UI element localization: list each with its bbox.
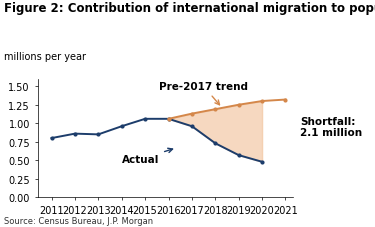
- Text: Actual: Actual: [122, 149, 172, 165]
- Text: Pre-2017 trend: Pre-2017 trend: [159, 82, 248, 105]
- Text: millions per year: millions per year: [4, 52, 86, 62]
- Text: Shortfall:
2.1 million: Shortfall: 2.1 million: [300, 116, 362, 138]
- Text: Source: Census Bureau, J.P. Morgan: Source: Census Bureau, J.P. Morgan: [4, 216, 153, 225]
- Text: Figure 2: Contribution of international migration to population growth: Figure 2: Contribution of international …: [4, 2, 375, 15]
